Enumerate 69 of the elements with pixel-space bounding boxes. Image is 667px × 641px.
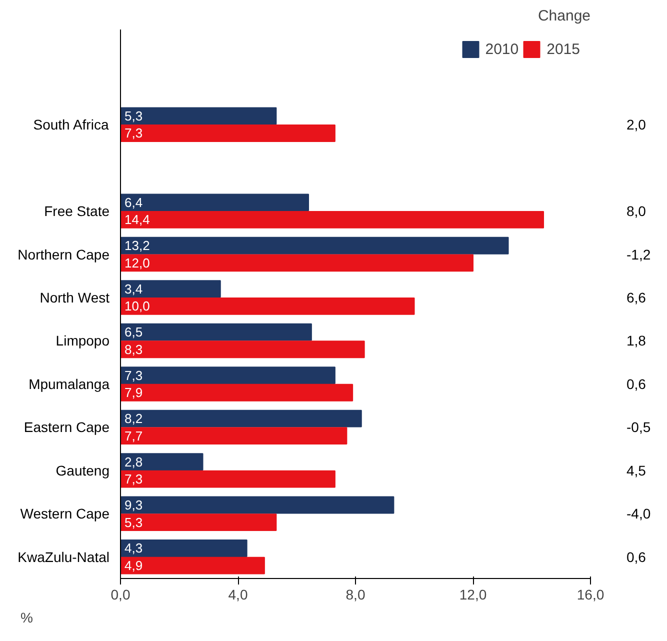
bar <box>120 297 415 315</box>
text: 8,0 <box>626 203 646 220</box>
x-tick-label: 8,0 <box>346 586 366 602</box>
text: -0,5 <box>626 419 651 436</box>
text: -1,2 <box>626 246 651 262</box>
bar <box>120 254 474 272</box>
data-label: 7,3 <box>124 472 143 487</box>
bar <box>120 453 204 470</box>
bar <box>120 427 348 445</box>
text: 2,0 <box>626 116 646 133</box>
bar <box>120 384 354 402</box>
data-label: 6,5 <box>124 324 143 340</box>
legend-label: 2015 <box>546 40 580 58</box>
text: Change <box>538 8 591 24</box>
data-label: 6,4 <box>124 194 143 210</box>
x-tick-label: 16,0 <box>576 586 604 602</box>
x-tick-label: 0,0 <box>110 586 130 602</box>
y-tick-label: KwaZulu-Natal <box>18 548 110 565</box>
data-label: 10,0 <box>124 298 150 314</box>
y-tick-label: Western Cape <box>20 506 110 522</box>
data-label: 4,9 <box>124 558 143 574</box>
text: 0,6 <box>626 376 646 392</box>
data-label: 7,3 <box>124 126 143 141</box>
bar <box>120 236 509 254</box>
bar <box>120 556 265 574</box>
bar <box>120 210 544 228</box>
bar <box>120 470 336 488</box>
data-label: 4,3 <box>124 540 143 556</box>
y-tick-label: Eastern Cape <box>24 419 110 436</box>
text: 1,8 <box>626 332 646 349</box>
data-label: 14,4 <box>124 212 150 228</box>
data-label: 8,3 <box>124 342 143 357</box>
bar <box>120 280 221 298</box>
bar <box>120 514 277 532</box>
data-label: 5,3 <box>124 514 143 530</box>
text: 6,6 <box>626 290 646 306</box>
data-label: 3,4 <box>124 281 143 296</box>
bar <box>120 540 248 557</box>
legend-label: 2010 <box>485 40 519 58</box>
y-tick-label: Limpopo <box>56 332 110 349</box>
bar <box>120 366 336 384</box>
text: 4,5 <box>626 462 646 478</box>
text: -4,0 <box>626 506 651 522</box>
data-label: 9,3 <box>124 498 143 513</box>
y-tick-label: Northern Cape <box>18 246 110 262</box>
data-label: 7,3 <box>124 368 143 383</box>
bar <box>120 107 277 125</box>
bar <box>120 410 362 428</box>
y-tick-label: South Africa <box>33 116 109 133</box>
x-axis-title: % <box>20 610 33 626</box>
y-tick-label: North West <box>40 290 110 306</box>
x-tick-label: 4,0 <box>228 586 248 602</box>
data-label: 7,7 <box>124 428 143 444</box>
data-label: 12,0 <box>124 255 150 270</box>
data-label: 5,3 <box>124 108 143 124</box>
data-label: 7,9 <box>124 385 143 400</box>
bar <box>120 340 365 358</box>
data-label: 13,2 <box>124 238 150 254</box>
y-tick-label: Gauteng <box>56 462 110 478</box>
bar <box>120 323 312 341</box>
y-tick-label: Mpumalanga <box>28 376 110 392</box>
bar <box>120 496 394 514</box>
bar <box>120 194 309 212</box>
y-tick-label: Free State <box>44 203 110 220</box>
data-label: 8,2 <box>124 411 143 426</box>
text: 0,6 <box>626 548 646 565</box>
data-label: 2,8 <box>124 454 143 470</box>
x-tick-label: 12,0 <box>459 586 487 602</box>
bar <box>120 124 336 142</box>
